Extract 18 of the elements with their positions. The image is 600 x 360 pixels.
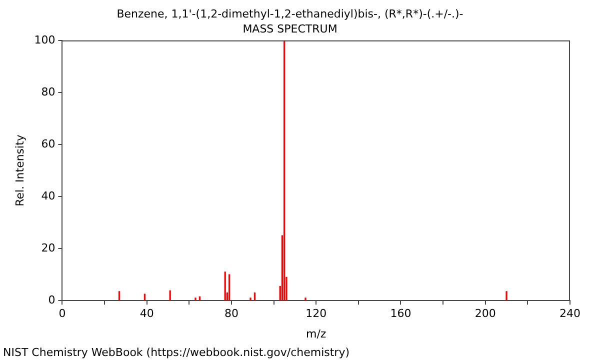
y-tick-label: 100: [34, 33, 56, 46]
y-axis-title: Rel. Intensity: [13, 134, 26, 206]
x-axis-title: m/z: [306, 327, 326, 340]
chart-subtitle: MASS SPECTRUM: [242, 22, 338, 36]
x-tick-label: 40: [140, 307, 154, 320]
y-tick-label: 20: [41, 241, 56, 254]
y-tick-label: 0: [48, 293, 56, 306]
x-tick-label: 200: [474, 307, 496, 320]
y-tick-label: 40: [41, 189, 56, 202]
y-tick-label: 80: [41, 85, 56, 98]
chart-title: Benzene, 1,1'-(1,2-dimethyl-1,2-ethanediyl)bis-, (R*,R*)-(.+/-.)-: [116, 7, 464, 20]
text: NIST Chemistry WebBook (https://webbook.nist.gov/chemistry): [3, 346, 350, 359]
x-tick-label: 160: [390, 307, 412, 320]
x-tick-label: 240: [560, 307, 580, 320]
x-tick-label: 120: [306, 307, 327, 320]
x-tick-label: 0: [58, 307, 66, 320]
x-tick-label: 80: [224, 307, 238, 320]
y-tick-label: 60: [41, 137, 56, 150]
